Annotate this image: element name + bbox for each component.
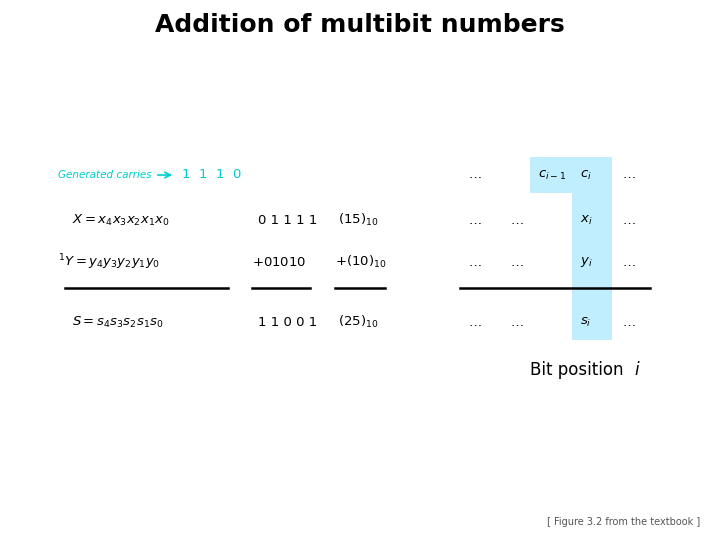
Text: $c_i$: $c_i$ xyxy=(580,168,592,181)
Text: $\ldots$: $\ldots$ xyxy=(622,168,636,181)
Text: $(15)_{10}$: $(15)_{10}$ xyxy=(338,212,379,228)
Bar xyxy=(530,157,572,193)
Text: $\ldots$: $\ldots$ xyxy=(468,168,482,181)
Bar xyxy=(572,157,612,340)
Text: 1  1  1  0: 1 1 1 0 xyxy=(182,168,241,181)
Text: $y_i$: $y_i$ xyxy=(580,255,593,269)
Text: $\ldots$: $\ldots$ xyxy=(622,315,636,328)
Text: [ Figure 3.2 from the textbook ]: [ Figure 3.2 from the textbook ] xyxy=(546,517,700,527)
Text: 0 1 1 1 1: 0 1 1 1 1 xyxy=(258,213,318,226)
Text: $x_i$: $x_i$ xyxy=(580,213,593,227)
Text: $\ldots$: $\ldots$ xyxy=(622,213,636,226)
Text: Bit position: Bit position xyxy=(530,361,629,379)
Text: $\ldots$: $\ldots$ xyxy=(510,255,523,268)
Text: Generated carries: Generated carries xyxy=(58,170,152,180)
Text: $\ldots$: $\ldots$ xyxy=(468,255,482,268)
Text: $\ldots$: $\ldots$ xyxy=(622,255,636,268)
Text: $\ldots$: $\ldots$ xyxy=(510,315,523,328)
Text: 1 1 0 0 1: 1 1 0 0 1 xyxy=(258,315,318,328)
Text: $X = x_4x_3x_2x_1x_0$: $X = x_4x_3x_2x_1x_0$ xyxy=(72,212,169,227)
Text: $c_{i-1}$: $c_{i-1}$ xyxy=(538,168,566,181)
Text: $s_i$: $s_i$ xyxy=(580,315,591,328)
Text: $(25)_{10}$: $(25)_{10}$ xyxy=(338,314,379,330)
Text: $+01010$: $+01010$ xyxy=(252,255,306,268)
Text: $\ldots$: $\ldots$ xyxy=(468,315,482,328)
Text: $\ldots$: $\ldots$ xyxy=(510,213,523,226)
Text: $+(10)_{10}$: $+(10)_{10}$ xyxy=(335,254,387,270)
Text: $\ldots$: $\ldots$ xyxy=(468,213,482,226)
Text: $i$: $i$ xyxy=(634,361,641,379)
Text: ${}^{1}Y = y_4y_3y_2y_1y_0$: ${}^{1}Y = y_4y_3y_2y_1y_0$ xyxy=(58,252,160,272)
Text: Addition of multibit numbers: Addition of multibit numbers xyxy=(155,13,565,37)
Text: $S = s_4s_3s_2s_1s_0$: $S = s_4s_3s_2s_1s_0$ xyxy=(72,314,163,329)
